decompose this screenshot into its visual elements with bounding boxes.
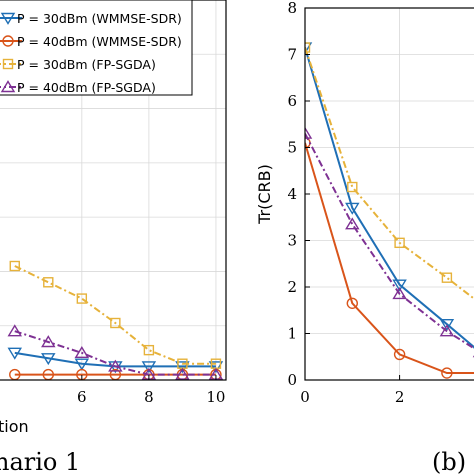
data-point bbox=[441, 367, 453, 379]
legend: P = 30dBm (WMMSE-SDR) P = 40dBm (WMMSE-SD… bbox=[0, 0, 193, 96]
data-point bbox=[110, 317, 121, 329]
legend-marker bbox=[2, 58, 14, 70]
left-plot-frame bbox=[0, 0, 227, 381]
data-point bbox=[74, 358, 90, 371]
data-point bbox=[392, 279, 407, 292]
y-tick-label: 1 bbox=[287, 325, 297, 343]
y-tick-label: 5 bbox=[287, 139, 297, 157]
legend-entry: P = 30dBm (FP-SGDA) bbox=[17, 57, 156, 72]
y-tick-label: 4 bbox=[287, 185, 297, 203]
left-ticks: 6 8 10 bbox=[77, 375, 225, 406]
data-point bbox=[208, 361, 224, 374]
data-point bbox=[76, 293, 88, 304]
legend-marker bbox=[2, 35, 14, 47]
legend-box bbox=[0, 0, 193, 96]
data-point bbox=[345, 202, 360, 215]
data-point bbox=[439, 319, 455, 332]
data-point bbox=[108, 359, 123, 372]
data-point bbox=[393, 348, 406, 361]
legend-entry: P = 40dBm (FP-SGDA) bbox=[17, 80, 156, 95]
right-y-axis-label: Tr(CRB) bbox=[255, 164, 274, 225]
right-series bbox=[305, 42, 474, 379]
right-ticks: 0 2 0 1 2 3 4 5 6 7 8 bbox=[287, 0, 404, 406]
left-series bbox=[7, 260, 224, 380]
y-tick-label: 6 bbox=[287, 92, 297, 110]
data-point bbox=[74, 345, 90, 359]
data-point bbox=[305, 126, 313, 139]
x-tick-label: 6 bbox=[77, 388, 87, 406]
series-line bbox=[14, 265, 216, 365]
data-point bbox=[9, 260, 20, 272]
x-tick-label: 10 bbox=[206, 388, 225, 406]
data-point bbox=[41, 353, 56, 366]
data-point bbox=[441, 272, 453, 283]
data-point bbox=[41, 335, 56, 348]
series-line bbox=[305, 133, 474, 350]
series-line bbox=[14, 330, 216, 376]
data-point bbox=[7, 347, 23, 360]
right-panel: 0 2 0 1 2 3 4 5 6 7 8 Tr(CRB) bbox=[255, 0, 474, 406]
data-point bbox=[305, 42, 313, 55]
x-tick-label: 2 bbox=[395, 388, 405, 406]
right-grid bbox=[305, 8, 474, 380]
series-line bbox=[305, 47, 474, 349]
data-point bbox=[175, 367, 190, 380]
y-tick-label: 3 bbox=[287, 232, 297, 250]
data-point bbox=[305, 42, 311, 53]
data-point bbox=[175, 361, 190, 374]
data-point bbox=[141, 361, 157, 374]
series-line bbox=[305, 47, 474, 300]
x-tick-label: 8 bbox=[144, 388, 154, 406]
series-group bbox=[7, 260, 224, 380]
data-point bbox=[347, 181, 358, 193]
data-point bbox=[346, 297, 358, 309]
left-caption: nario 1 bbox=[0, 448, 80, 474]
series-group bbox=[305, 42, 474, 379]
series-line bbox=[305, 142, 474, 375]
legend-marker bbox=[0, 12, 16, 25]
data-point bbox=[143, 344, 155, 356]
legend-marker bbox=[0, 80, 16, 93]
data-point bbox=[392, 287, 407, 300]
x-tick-label: 0 bbox=[300, 388, 310, 406]
data-point bbox=[345, 217, 360, 230]
legend-entry: P = 40dBm (WMMSE-SDR) bbox=[17, 34, 182, 49]
legend-entry: P = 30dBm (WMMSE-SDR) bbox=[17, 11, 182, 26]
y-tick-label: 0 bbox=[287, 371, 297, 389]
left-x-axis-label: tion bbox=[0, 417, 29, 436]
data-point bbox=[43, 277, 54, 288]
data-point bbox=[7, 324, 23, 337]
y-tick-label: 7 bbox=[287, 46, 297, 64]
y-tick-label: 8 bbox=[287, 0, 297, 17]
data-point bbox=[394, 237, 405, 249]
y-tick-label: 2 bbox=[287, 278, 297, 296]
left-panel: 6 8 10 tion P = 30dBm (WMMSE-SDR) P = 40dBm… bbox=[0, 0, 227, 436]
data-point bbox=[439, 324, 455, 337]
right-caption: (b) bbox=[432, 448, 466, 474]
